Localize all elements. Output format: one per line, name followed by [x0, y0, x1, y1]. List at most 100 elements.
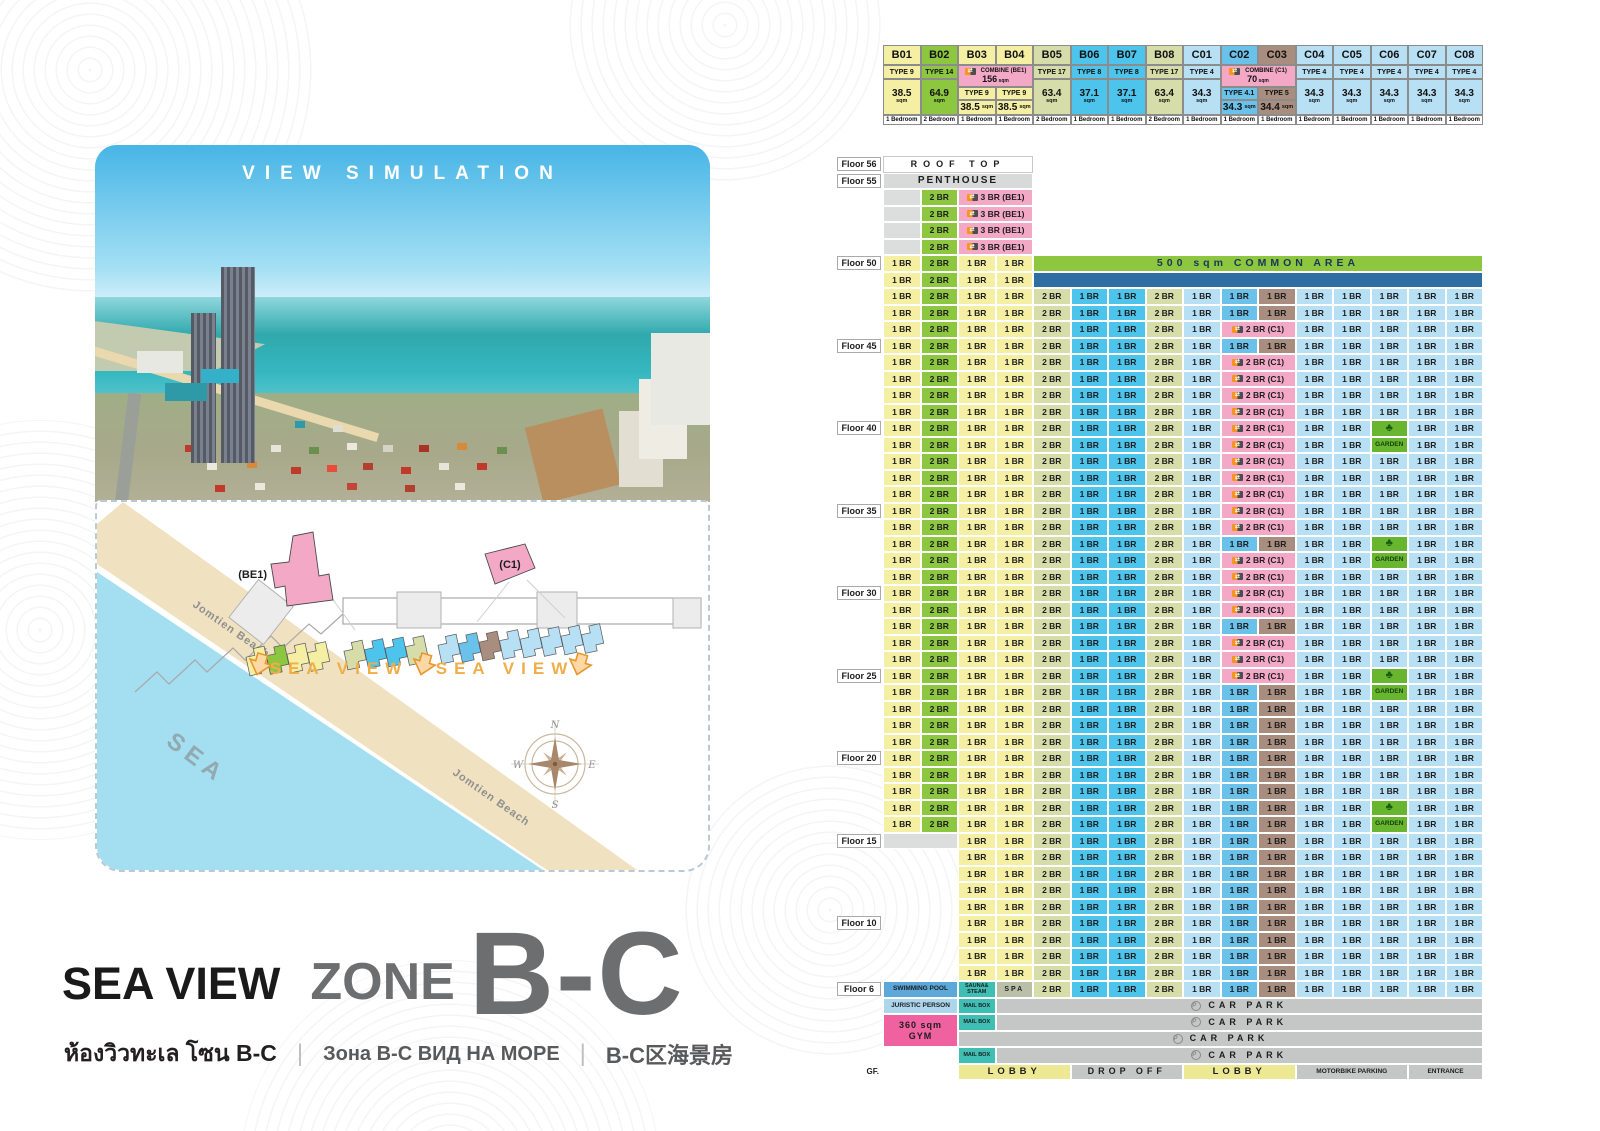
- 1-br-cell: 1 BR: [1070, 898, 1108, 915]
- unit-bedroom: 1 Bedroom: [1408, 115, 1446, 125]
- 2-br-cell: 2 BR: [920, 288, 958, 305]
- unit-area: 34.3 sqm: [1183, 79, 1221, 115]
- 1-br-cell: 1 BR: [1445, 601, 1483, 618]
- 1-br-cell: 1 BR: [1070, 618, 1108, 635]
- 1-br-cell: 1 BR: [1295, 700, 1333, 717]
- 1-br-cell: 1 BR: [1333, 799, 1371, 816]
- 1-br-cell: 1 BR: [1070, 436, 1108, 453]
- 2-br-cell: 2 BR: [1033, 387, 1071, 404]
- 2-br-cell: 2 BR: [1033, 502, 1071, 519]
- 1-br-cell: 1 BR: [1183, 486, 1221, 503]
- 1-br-cell: 1 BR: [958, 733, 996, 750]
- 1-br-cell: 1 BR: [1295, 568, 1333, 585]
- 1-br-cell: 1 BR: [883, 469, 921, 486]
- combine-icon: ⇄: [1231, 672, 1243, 680]
- 1-br-cell: 1 BR: [995, 964, 1033, 981]
- unit-area: 34.3 sqm: [1333, 79, 1371, 115]
- combine-icon: ⇄: [966, 243, 978, 251]
- car-park-cell: P CAR PARK: [958, 1030, 1483, 1047]
- 1-br-cell: 1 BR: [1408, 882, 1446, 899]
- 1-br-cell: 1 BR: [958, 766, 996, 783]
- 1-br-cell: 1 BR: [883, 601, 921, 618]
- 1-br-cell: 1 BR: [1183, 304, 1221, 321]
- 1-br-cell: 1 BR: [1070, 948, 1108, 965]
- unit-bedroom: 1 Bedroom: [995, 115, 1033, 125]
- 1-br-cell: 1 BR: [1445, 667, 1483, 684]
- header-col-C06: C06 TYPE 4 34.3 sqm 1 Bedroom: [1370, 45, 1408, 125]
- unit-area: 37.1 sqm: [1070, 79, 1108, 115]
- unit-code: C02: [1220, 45, 1258, 65]
- unit-code: B01: [883, 45, 921, 65]
- 1-br-cell: 1 BR: [1108, 585, 1146, 602]
- 1-br-cell: 1 BR: [1108, 898, 1146, 915]
- 2-br-cell: 2 BR: [1033, 816, 1071, 833]
- sauna-steam-cell: SAUNA& STEAM: [958, 981, 996, 998]
- 1-br-cell: 1 BR: [1408, 684, 1446, 701]
- 1-br-cell: 1 BR: [883, 519, 921, 536]
- building-core: [396, 591, 442, 629]
- 1-br-cell: 1 BR: [958, 882, 996, 899]
- 1-br-cell: 1 BR: [1295, 684, 1333, 701]
- 1-br-cell: 1 BR: [883, 816, 921, 833]
- leader-line: [476, 581, 510, 623]
- 1-br-cell: 1 BR: [995, 502, 1033, 519]
- drop-off-cell: DROP OFF: [1070, 1063, 1183, 1080]
- 1-br-cell: 1 BR: [1183, 717, 1221, 734]
- 1-br-cell: 1 BR: [958, 255, 996, 272]
- 1-br-cell: 1 BR: [1220, 981, 1258, 998]
- 1-br-cell: 1 BR: [958, 502, 996, 519]
- unit-type: TYPE 9: [883, 65, 921, 79]
- 2-br-cell: 2 BR: [1033, 750, 1071, 767]
- 1-br-cell: 1 BR: [1070, 535, 1108, 552]
- 2-br-cell: 2 BR: [1145, 948, 1183, 965]
- unit-code: C07: [1408, 45, 1446, 65]
- 1-br-cell: 1 BR: [958, 436, 996, 453]
- 1-br-cell: 1 BR: [1108, 816, 1146, 833]
- 1-br-cell: 1 BR: [1370, 882, 1408, 899]
- 1-br-cell: 1 BR: [995, 255, 1033, 272]
- 1-br-cell: 1 BR: [995, 304, 1033, 321]
- 1-br-cell: 1 BR: [1108, 486, 1146, 503]
- area-value: 34.3: [1304, 88, 1324, 100]
- area-value: 38.5: [892, 88, 912, 100]
- unit-code: B06: [1070, 45, 1108, 65]
- unit-area: 34.3 sqm: [1295, 79, 1333, 115]
- 1-br-cell: 1 BR: [1295, 469, 1333, 486]
- combine-icon: ⇄: [1231, 424, 1243, 432]
- 1-br-cell: 1 BR: [1183, 420, 1221, 437]
- combine-icon: ⇄: [1231, 573, 1243, 581]
- 2-br-cell: 2 BR: [1145, 898, 1183, 915]
- 1-br-cell: 1 BR: [1295, 717, 1333, 734]
- 1-br-cell: 1 BR: [1220, 948, 1258, 965]
- 2-br-cell: 2 BR: [1145, 337, 1183, 354]
- 1-br-cell: 1 BR: [1408, 519, 1446, 536]
- 1-br-cell: 1 BR: [1370, 717, 1408, 734]
- 1-br-cell: 1 BR: [1070, 601, 1108, 618]
- graycell-cell: [883, 205, 921, 222]
- 2-br-cell: 2 BR: [1145, 700, 1183, 717]
- 1-br-cell: 1 BR: [1445, 288, 1483, 305]
- unit-bedroom: 1 Bedroom: [883, 115, 921, 125]
- 1-br-cell: 1 BR: [1108, 436, 1146, 453]
- 2-br-cell: 2 BR: [1145, 502, 1183, 519]
- 1-br-cell: 1 BR: [1183, 288, 1221, 305]
- 1-br-cell: 1 BR: [1295, 436, 1333, 453]
- 1-br-cell: 1 BR: [1295, 832, 1333, 849]
- 1-br-cell: 1 BR: [1220, 304, 1258, 321]
- 1-br-cell: 1 BR: [1108, 321, 1146, 338]
- 1-br-cell: 1 BR: [1445, 981, 1483, 998]
- 1-br-cell: 1 BR: [1183, 585, 1221, 602]
- unit-type: TYPE 8: [1108, 65, 1146, 79]
- 1-br-cell: 1 BR: [1108, 931, 1146, 948]
- 2-br-cell: 2 BR: [920, 222, 958, 239]
- 1-br-cell: 1 BR: [1108, 700, 1146, 717]
- 1-br-cell: 1 BR: [995, 915, 1033, 932]
- 1-br-cell: 1 BR: [1108, 552, 1146, 569]
- 1-br-cell: 1 BR: [1445, 964, 1483, 981]
- 1-br-cell: 1 BR: [1333, 618, 1371, 635]
- 1-br-cell: 1 BR: [1295, 370, 1333, 387]
- strip-unit-C04: [499, 629, 523, 660]
- unit-area: 63.4 sqm: [1033, 79, 1071, 115]
- 1-br-cell: 1 BR: [1408, 981, 1446, 998]
- 1-br-cell: 1 BR: [1408, 337, 1446, 354]
